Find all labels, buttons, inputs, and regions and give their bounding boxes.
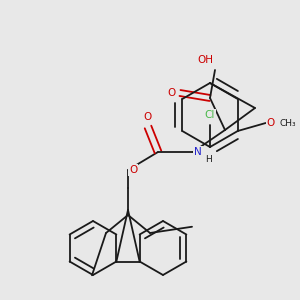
Text: O: O <box>144 112 152 122</box>
Text: N: N <box>194 147 202 157</box>
Text: H: H <box>205 155 212 164</box>
Text: O: O <box>129 165 137 175</box>
Text: O: O <box>168 88 176 98</box>
Text: CH₃: CH₃ <box>279 118 296 127</box>
Text: O: O <box>267 118 275 128</box>
Text: OH: OH <box>197 55 213 65</box>
Text: Cl: Cl <box>205 110 215 120</box>
